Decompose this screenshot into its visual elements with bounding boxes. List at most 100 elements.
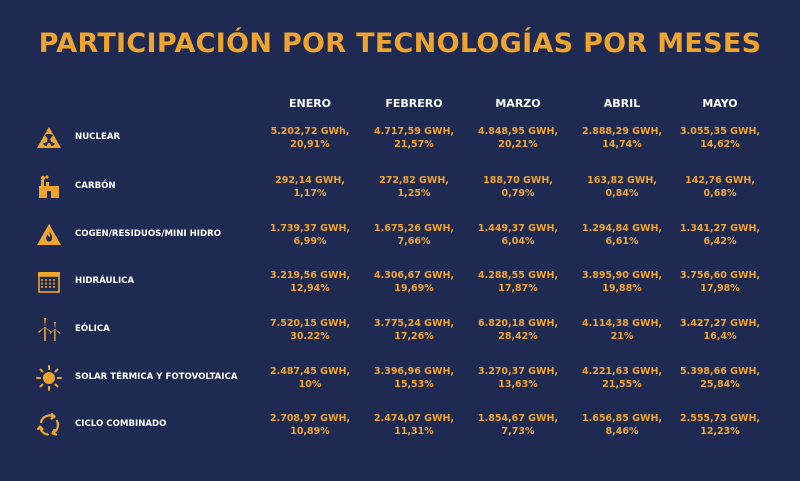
- gwh-value: 3.895,90 GWH,: [581, 270, 663, 281]
- gwh-value: 7.520,15 GWH,: [269, 318, 351, 329]
- percent-value: 6,99%: [293, 236, 327, 247]
- data-cell: 1.294,84 GWH, 6,61%: [562, 222, 682, 248]
- data-cell: 4.717,59 GWH, 21,57%: [354, 125, 474, 151]
- gwh-value: 2.555,73 GWH,: [679, 413, 761, 424]
- percent-value: 15,53%: [394, 379, 434, 390]
- percent-value: 16,4%: [703, 331, 737, 342]
- gwh-value: 3.396,96 GWH,: [373, 366, 455, 377]
- percent-value: 1,25%: [397, 188, 431, 199]
- data-cell: 163,82 GWH, 0,84%: [562, 174, 682, 200]
- gwh-value: 5.202,72 GWh,: [270, 126, 350, 137]
- data-cell: 1.656,85 GWH, 8,46%: [562, 412, 682, 438]
- percent-value: 12,23%: [700, 426, 740, 437]
- gwh-value: 4.306,67 GWH,: [373, 270, 455, 281]
- dam-icon: [36, 269, 62, 295]
- percent-value: 17,87%: [498, 283, 538, 294]
- gwh-value: 1.341,27 GWH,: [679, 223, 761, 234]
- percent-value: 0,84%: [605, 188, 639, 199]
- percent-value: 6,04%: [501, 236, 535, 247]
- column-header-marzo: MARZO: [495, 97, 541, 110]
- percent-value: 0,68%: [703, 188, 737, 199]
- wind-turbine-icon: [36, 317, 62, 343]
- gwh-value: 2.487,45 GWH,: [269, 366, 351, 377]
- data-cell: 2.474,07 GWH, 11,31%: [354, 412, 474, 438]
- data-cell: 1.854,67 GWH, 7,73%: [458, 412, 578, 438]
- gwh-value: 1.739,37 GWH,: [269, 223, 351, 234]
- percent-value: 21%: [610, 331, 634, 342]
- data-cell: 4.848,95 GWH, 20,21%: [458, 125, 578, 151]
- gwh-value: 4.221,63 GWH,: [581, 366, 663, 377]
- percent-value: 20,21%: [498, 139, 538, 150]
- data-cell: 292,14 GWH, 1,17%: [250, 174, 370, 200]
- data-cell: 2.555,73 GWH, 12,23%: [660, 412, 780, 438]
- data-cell: 2.888,29 GWH, 14,74%: [562, 125, 682, 151]
- gwh-value: 272,82 GWH,: [379, 175, 449, 186]
- gwh-value: 4.717,59 GWH,: [373, 126, 455, 137]
- data-cell: 2.487,45 GWH, 10%: [250, 365, 370, 391]
- cycle-arrows-icon: [36, 412, 62, 438]
- percent-value: 6,61%: [605, 236, 639, 247]
- data-cell: 4.288,55 GWH, 17,87%: [458, 269, 578, 295]
- percent-value: 7,73%: [501, 426, 535, 437]
- gwh-value: 3.756,60 GWH,: [679, 270, 761, 281]
- percent-value: 14,62%: [700, 139, 740, 150]
- gwh-value: 2.888,29 GWH,: [581, 126, 663, 137]
- data-cell: 1.341,27 GWH, 6,42%: [660, 222, 780, 248]
- percent-value: 20,91%: [290, 139, 330, 150]
- percent-value: 30.22%: [290, 331, 330, 342]
- row-label: CICLO COMBINADO: [75, 419, 167, 429]
- data-cell: 1.449,37 GWH, 6,04%: [458, 222, 578, 248]
- data-cell: 3.219,56 GWH, 12,94%: [250, 269, 370, 295]
- percent-value: 14,74%: [602, 139, 642, 150]
- gwh-value: 3.775,24 GWH,: [373, 318, 455, 329]
- factory-icon: [36, 174, 62, 200]
- gwh-value: 142,76 GWH,: [685, 175, 755, 186]
- column-header-febrero: FEBRERO: [385, 97, 443, 110]
- data-cell: 188,70 GWH, 0,79%: [458, 174, 578, 200]
- gwh-value: 2.474,07 GWH,: [373, 413, 455, 424]
- nuclear-warning-icon: [36, 125, 62, 151]
- percent-value: 12,94%: [290, 283, 330, 294]
- data-cell: 3.775,24 GWH, 17,26%: [354, 317, 474, 343]
- row-label: SOLAR TÉRMICA Y FOTOVOLTAICA: [75, 372, 238, 382]
- row-label: NUCLEAR: [75, 132, 121, 142]
- gwh-value: 188,70 GWH,: [483, 175, 553, 186]
- percent-value: 19,88%: [602, 283, 642, 294]
- data-cell: 2.708,97 GWH, 10,89%: [250, 412, 370, 438]
- sun-icon: [36, 365, 62, 391]
- data-cell: 4.114,38 GWH, 21%: [562, 317, 682, 343]
- data-cell: 142,76 GWH, 0,68%: [660, 174, 780, 200]
- percent-value: 28,42%: [498, 331, 538, 342]
- percent-value: 1,17%: [293, 188, 327, 199]
- gwh-value: 3.219,56 GWH,: [269, 270, 351, 281]
- gwh-value: 4.114,38 GWH,: [581, 318, 663, 329]
- data-cell: 4.221,63 GWH, 21,55%: [562, 365, 682, 391]
- row-label: CARBÓN: [75, 181, 116, 191]
- gwh-value: 3.270,37 GWH,: [477, 366, 559, 377]
- data-cell: 3.396,96 GWH, 15,53%: [354, 365, 474, 391]
- data-cell: 7.520,15 GWH, 30.22%: [250, 317, 370, 343]
- gwh-value: 1.656,85 GWH,: [581, 413, 663, 424]
- data-cell: 3.427,27 GWH, 16,4%: [660, 317, 780, 343]
- column-header-abril: ABRIL: [603, 97, 641, 110]
- percent-value: 7,66%: [397, 236, 431, 247]
- percent-value: 6,42%: [703, 236, 737, 247]
- column-header-enero: ENERO: [288, 97, 332, 110]
- gwh-value: 6.820,18 GWH,: [477, 318, 559, 329]
- percent-value: 0,79%: [501, 188, 535, 199]
- percent-value: 11,31%: [394, 426, 434, 437]
- gwh-value: 2.708,97 GWH,: [269, 413, 351, 424]
- row-label: EÓLICA: [75, 324, 110, 334]
- data-cell: 1.739,37 GWH, 6,99%: [250, 222, 370, 248]
- gwh-value: 4.848,95 GWH,: [477, 126, 559, 137]
- gwh-value: 4.288,55 GWH,: [477, 270, 559, 281]
- percent-value: 17,26%: [394, 331, 434, 342]
- percent-value: 21,55%: [602, 379, 642, 390]
- column-header-mayo: MAYO: [702, 97, 738, 110]
- gwh-value: 1.854,67 GWH,: [477, 413, 559, 424]
- gwh-value: 1.294,84 GWH,: [581, 223, 663, 234]
- gwh-value: 3.427,27 GWH,: [679, 318, 761, 329]
- row-label: COGEN/RESIDUOS/MINI HIDRO: [75, 229, 222, 239]
- fire-warning-icon: [36, 222, 62, 248]
- data-cell: 5.398,66 GWH, 25,84%: [660, 365, 780, 391]
